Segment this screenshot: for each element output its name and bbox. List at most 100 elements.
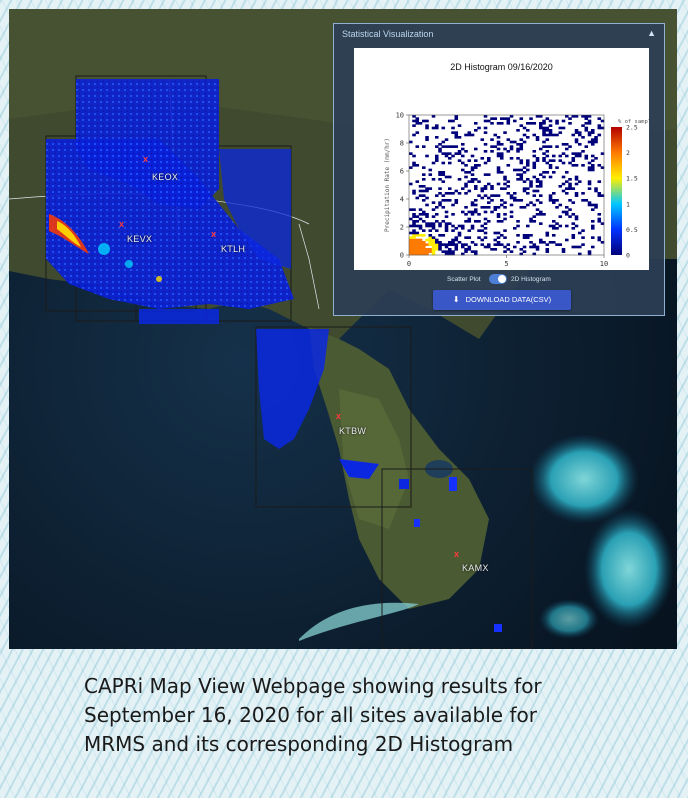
- bahamas-shallows: [529, 434, 639, 524]
- histogram-cell: [490, 248, 494, 251]
- histogram-cell: [539, 210, 543, 214]
- histogram-cell: [568, 178, 572, 181]
- radar-site-label[interactable]: KEVX: [127, 234, 153, 244]
- histogram-cell: [461, 210, 465, 214]
- histogram-cell: [470, 241, 475, 244]
- histogram-cell: [425, 238, 429, 242]
- chevron-up-icon[interactable]: ▲: [647, 28, 656, 38]
- histogram-cell: [513, 140, 517, 144]
- y-tick-label: 4: [400, 196, 404, 204]
- radar-site-label[interactable]: KAMX: [462, 563, 489, 573]
- histogram-cell: [487, 196, 491, 200]
- histogram-cell: [448, 222, 452, 225]
- histogram-cell: [539, 173, 543, 176]
- histogram-cell: [451, 192, 455, 195]
- histogram-cell: [444, 245, 449, 249]
- scatter-plot-label[interactable]: Scatter Plot: [447, 276, 481, 283]
- histogram-cell: [526, 129, 530, 132]
- histogram-cell: [584, 199, 589, 202]
- radar-site-label[interactable]: KTBW: [339, 426, 367, 436]
- histogram-cell: [474, 199, 478, 202]
- histogram-cell: [516, 220, 520, 223]
- radar-site-marker-icon[interactable]: x: [336, 411, 342, 421]
- histogram-cell: [448, 248, 452, 251]
- histogram-cell: [591, 164, 595, 167]
- histogram-cell: [467, 220, 472, 223]
- histogram-cell: [555, 243, 559, 246]
- histogram-cell: [431, 208, 436, 211]
- histogram-cell: [415, 224, 420, 228]
- histogram-cell: [493, 145, 498, 148]
- radar-site-label[interactable]: KTLH: [221, 244, 246, 254]
- histogram-cell: [555, 199, 559, 202]
- radar-site-label[interactable]: KEOX: [152, 172, 179, 182]
- histogram-cell: [470, 250, 475, 253]
- radar-site-marker-icon[interactable]: x: [119, 219, 125, 229]
- histogram-cell: [571, 157, 576, 160]
- histogram-cell: [428, 168, 433, 172]
- histogram-cell: [568, 122, 572, 125]
- histogram-cell: [422, 220, 426, 223]
- histogram-cell: [522, 236, 527, 239]
- histogram-cell: [470, 178, 475, 181]
- histogram-cell: [425, 252, 429, 256]
- histogram-cell: [552, 159, 556, 162]
- histogram-cell: [496, 236, 501, 239]
- histogram-cell: [522, 234, 527, 237]
- histogram-cell: [490, 122, 494, 125]
- histogram-cell: [422, 245, 426, 249]
- histogram-cell: [474, 203, 478, 207]
- histogram-cell: [587, 166, 592, 169]
- histogram-cell: [493, 231, 498, 235]
- histogram-cell: [597, 164, 602, 167]
- histogram-cell: [470, 227, 475, 230]
- histogram-cell: [532, 164, 537, 167]
- radar-site-marker-icon[interactable]: x: [454, 549, 460, 559]
- histogram-cell: [425, 189, 429, 193]
- histogram-cell: [454, 227, 459, 230]
- histogram-cell: [555, 122, 559, 125]
- histogram-cell: [506, 164, 511, 167]
- histogram-cell: [467, 210, 472, 214]
- radar-site-marker-icon[interactable]: x: [211, 229, 217, 239]
- histogram-plot[interactable]: 05100246810Ground Radar Cifelli algorith…: [354, 48, 649, 270]
- histogram-cell: [539, 201, 543, 204]
- histogram-cell: [568, 185, 572, 188]
- histogram-cell: [522, 166, 527, 169]
- histogram-cell: [422, 199, 426, 202]
- histogram-cell: [584, 115, 589, 118]
- 2d-histogram-label[interactable]: 2D Histogram: [511, 276, 551, 283]
- histogram-cell: [574, 192, 579, 195]
- histogram-cell: [454, 152, 459, 155]
- histogram-cell: [480, 229, 485, 232]
- histogram-cell: [454, 117, 459, 120]
- plot-type-toggle[interactable]: [489, 274, 507, 284]
- histogram-cell: [496, 168, 501, 172]
- histogram-cell: [503, 229, 507, 232]
- histogram-cell: [581, 236, 585, 239]
- histogram-cell: [428, 222, 433, 225]
- histogram-cell: [574, 245, 579, 249]
- histogram-cell: [487, 173, 491, 176]
- histogram-cell: [474, 250, 478, 253]
- histogram-cell: [470, 224, 475, 228]
- histogram-cell: [444, 215, 449, 218]
- histogram-cell: [519, 145, 524, 148]
- histogram-cell: [574, 115, 579, 118]
- histogram-cell: [412, 248, 416, 251]
- histogram-cell: [412, 238, 416, 242]
- histogram-cell: [545, 126, 550, 130]
- histogram-cell: [552, 224, 556, 228]
- download-csv-button[interactable]: ⬇ DOWNLOAD DATA(CSV): [433, 290, 571, 310]
- histogram-cell: [418, 217, 423, 221]
- histogram-cell: [529, 182, 533, 186]
- histogram-cell: [578, 252, 582, 256]
- histogram-cell: [516, 224, 520, 228]
- histogram-cell: [415, 180, 420, 183]
- histogram-cell: [561, 182, 566, 186]
- radar-site-marker-icon[interactable]: x: [143, 154, 149, 164]
- histogram-cell: [539, 194, 543, 197]
- histogram-cell: [555, 206, 559, 209]
- histogram-cell: [503, 147, 507, 151]
- histogram-cell: [516, 157, 520, 160]
